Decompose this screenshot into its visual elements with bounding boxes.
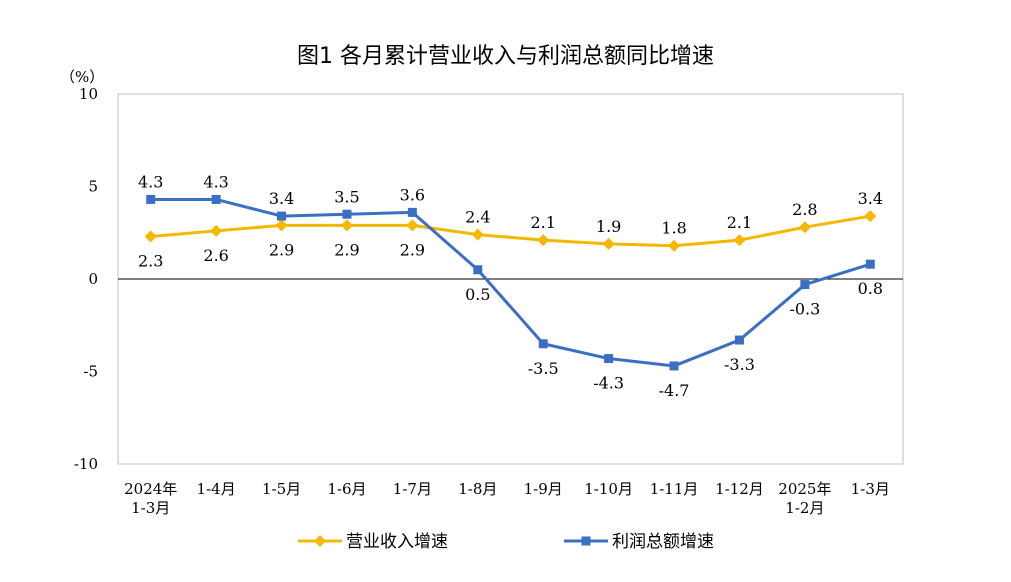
data-label: 3.6 (400, 185, 425, 204)
data-point-marker (538, 339, 548, 349)
data-point-marker (669, 361, 679, 371)
data-label: -3.3 (724, 355, 755, 374)
data-point-marker (604, 354, 614, 364)
data-point-marker (211, 194, 221, 204)
data-label: 2.1 (530, 213, 555, 232)
data-point-marker (342, 209, 352, 219)
data-point-marker (146, 194, 156, 204)
data-point-marker (406, 219, 419, 232)
series-line-1 (150, 214, 871, 248)
data-label: 4.3 (138, 172, 163, 191)
data-label: 2.4 (465, 208, 490, 227)
data-label: 2.3 (138, 251, 163, 270)
data-point-marker (864, 210, 877, 223)
data-label: 4.3 (203, 172, 228, 191)
data-point-marker (798, 221, 811, 234)
legend-marker (314, 535, 326, 547)
data-label: 3.4 (858, 189, 883, 208)
y-ticks: 10 5 0 -5 -10 (74, 85, 98, 473)
data-label: -4.3 (593, 374, 624, 393)
data-label: 2.9 (400, 240, 425, 259)
y-tick-label: 0 (88, 270, 98, 288)
data-point-marker (275, 219, 288, 232)
x-tick-label: 1-9月 (524, 480, 563, 498)
data-point-marker (865, 259, 875, 269)
x-tick-label: 2025年 (778, 480, 831, 498)
data-point-marker (734, 335, 744, 345)
y-tick-label: -5 (83, 363, 98, 381)
data-point-marker (471, 228, 484, 241)
data-point-marker (800, 280, 810, 290)
x-tick-label: 1-5月 (262, 480, 301, 498)
data-point-marker (733, 234, 746, 247)
y-tick-label: 5 (88, 178, 98, 196)
legend-label: 营业收入增速 (346, 532, 448, 552)
data-point-marker (340, 219, 353, 232)
data-label: 2.8 (792, 200, 817, 219)
x-tick-label: 1-2月 (785, 499, 824, 517)
x-tick-label: 1-3月 (851, 480, 890, 498)
series-group: 2.3 2.6 2.9 2.9 2.9 2.4 2.1 1.9 1.8 2.1 2.8 3.4 4.3 4… (138, 172, 883, 400)
data-point-marker (210, 224, 223, 237)
data-point-marker (668, 239, 681, 252)
data-label: 3.5 (334, 187, 359, 206)
y-axis-unit: （%） (60, 68, 104, 86)
data-label: 2.1 (727, 213, 752, 232)
data-label: 2.9 (269, 240, 294, 259)
data-point-marker (277, 211, 287, 221)
legend-marker (581, 536, 591, 546)
data-point-marker (144, 230, 157, 243)
data-point-marker (407, 207, 417, 217)
series-line-2 (150, 197, 871, 368)
data-label: 3.4 (269, 189, 294, 208)
x-tick-label: 1-6月 (327, 480, 366, 498)
x-tick-label: 1-7月 (393, 480, 432, 498)
x-tick-label: 1-3月 (131, 499, 170, 517)
data-label: -4.7 (659, 381, 690, 400)
data-label: 2.6 (203, 246, 228, 265)
x-tick-label: 1-11月 (650, 480, 699, 498)
y-tick-label: 10 (79, 85, 98, 103)
data-label: 2.9 (334, 240, 359, 259)
legend: 营业收入增速 利润总额增速 (298, 532, 714, 552)
data-point-marker (602, 237, 615, 250)
data-point-marker (473, 265, 483, 275)
y-tick-label: -10 (74, 455, 98, 473)
legend-label: 利润总额增速 (612, 532, 714, 552)
chart-title: 图1 各月累计营业收入与利润总额同比增速 (297, 44, 714, 69)
data-label: 0.5 (465, 285, 490, 304)
data-label: 1.8 (661, 219, 686, 238)
data-label: 0.8 (858, 279, 883, 298)
x-tick-label: 1-4月 (197, 480, 236, 498)
x-tick-label: 1-8月 (458, 480, 497, 498)
data-label: -0.3 (789, 300, 820, 319)
x-tick-label: 1-12月 (715, 480, 764, 498)
data-point-marker (537, 234, 550, 247)
data-label: -3.5 (528, 359, 559, 378)
x-tick-label: 2024年 (124, 480, 177, 498)
x-tick-label: 1-10月 (584, 480, 633, 498)
data-label: 1.9 (596, 217, 621, 236)
